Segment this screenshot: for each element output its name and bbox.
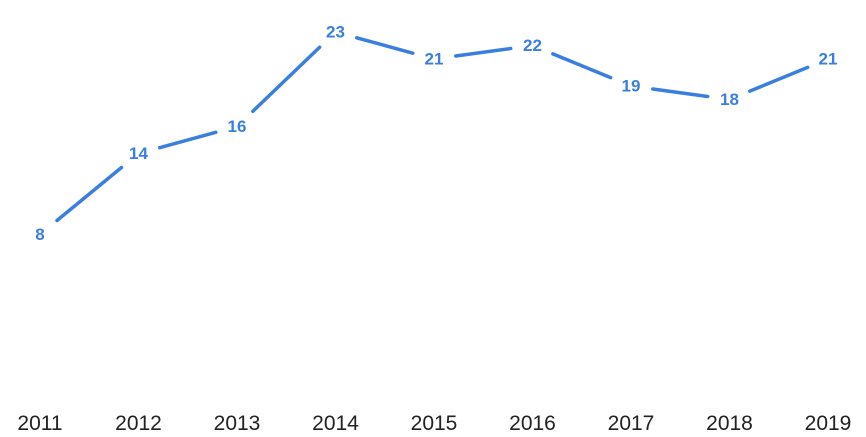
data-label-2014: 23 [326, 23, 345, 42]
x-tick-label-2012: 2012 [115, 412, 162, 435]
line-segment-2016-2017 [551, 52, 613, 80]
data-label-2016: 22 [523, 36, 542, 55]
x-tick-label-2013: 2013 [214, 412, 261, 435]
data-label-2019: 21 [819, 50, 838, 69]
x-tick-label-2017: 2017 [608, 412, 655, 435]
x-tick-label-2016: 2016 [509, 412, 556, 435]
x-tick-label-2019: 2019 [805, 412, 852, 435]
x-tick-label-2015: 2015 [411, 412, 458, 435]
data-label-2013: 16 [228, 117, 247, 136]
data-label-2015: 21 [425, 50, 444, 69]
series-layer [55, 36, 810, 223]
data-labels: 8 14 16 23 21 22 19 18 21 [35, 23, 837, 245]
data-label-2017: 19 [622, 77, 641, 96]
line-segment-2011-2012 [55, 165, 124, 223]
x-tick-label-2014: 2014 [312, 412, 359, 435]
line-segment-2015-2016 [454, 46, 513, 58]
line-segment-2014-2015 [354, 36, 415, 55]
line-segment-2012-2013 [157, 130, 218, 150]
data-label-2018: 18 [720, 90, 739, 109]
line-segment-2017-2018 [651, 87, 710, 99]
x-axis: 2011 2012 2013 2014 2015 2016 2017 2018 2019 [17, 412, 851, 435]
line-segment-2018-2019 [748, 65, 810, 93]
x-tick-label-2011: 2011 [17, 412, 62, 435]
line-segment-2013-2014 [251, 45, 322, 114]
x-tick-label-2018: 2018 [706, 412, 753, 435]
data-label-2011: 8 [35, 225, 44, 244]
data-label-2012: 14 [129, 144, 148, 163]
